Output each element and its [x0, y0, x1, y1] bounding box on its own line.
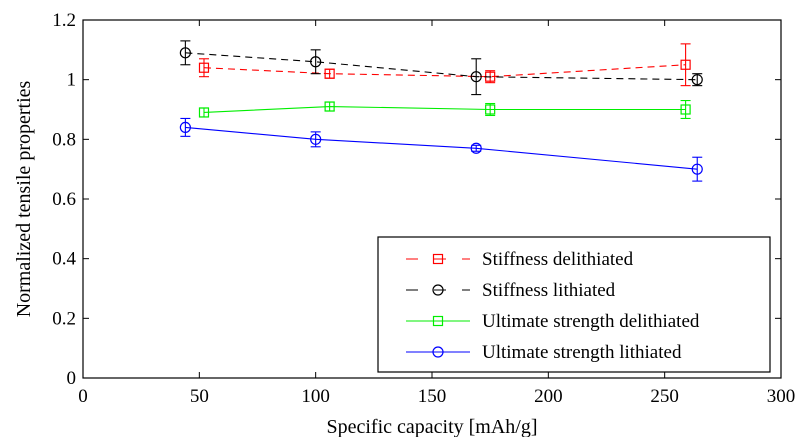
legend-entry: Stiffness delithiated: [406, 249, 634, 270]
data-point: [310, 133, 322, 145]
data-point: [470, 71, 482, 83]
y-tick-label: 0.4: [52, 249, 76, 270]
y-tick-label: 1: [67, 70, 77, 91]
series-1: [179, 40, 703, 96]
legend-label: Stiffness delithiated: [482, 249, 634, 270]
data-point: [691, 163, 703, 175]
series-0: [198, 43, 691, 87]
data-point: [680, 59, 691, 70]
legend-marker: [432, 284, 444, 296]
series-line: [185, 126, 698, 170]
legend-label: Ultimate strength lithiated: [482, 342, 682, 363]
x-tick-label: 0: [78, 386, 88, 407]
series-2: [198, 100, 691, 119]
series-3: [179, 117, 703, 182]
y-tick-label: 0.6: [52, 189, 76, 210]
x-tick-label: 50: [190, 386, 209, 407]
data-point: [198, 107, 210, 118]
legend-entry: Ultimate strength delithiated: [406, 311, 700, 332]
data-point: [691, 74, 703, 86]
legend-entry: Ultimate strength lithiated: [406, 342, 682, 363]
axes: 0 50 100 150 200 250 300 0 0.2 0.4 0.6 0.8 1 1.2: [52, 10, 795, 407]
y-tick-label: 0.2: [52, 308, 76, 329]
y-tick-label: 0.8: [52, 129, 76, 150]
legend-label: Ultimate strength delithiated: [482, 311, 700, 332]
plot-area: [179, 40, 703, 182]
x-tick-label: 300: [767, 386, 796, 407]
data-point: [470, 142, 482, 154]
x-tick-label: 100: [301, 386, 330, 407]
legend: Stiffness delithiated Stiffness lithiated…: [377, 236, 771, 373]
y-axis-label: Normalized tensile properties: [13, 80, 35, 317]
data-point: [485, 104, 496, 115]
x-tick-label: 250: [650, 386, 679, 407]
x-tick-label: 200: [534, 386, 563, 407]
data-point: [680, 104, 691, 115]
legend-marker: [432, 315, 444, 327]
data-point: [324, 68, 335, 79]
y-tick-label: 0: [67, 368, 77, 389]
x-axis-label: Specific capacity [mAh/g]: [326, 416, 537, 437]
x-tick-label: 150: [418, 386, 447, 407]
data-point: [179, 121, 191, 134]
legend-label: Stiffness lithiated: [482, 280, 616, 301]
legend-marker: [432, 346, 444, 358]
legend-marker: [432, 253, 444, 265]
data-point: [310, 56, 322, 68]
series-line: [203, 105, 686, 114]
legend-entry: Stiffness lithiated: [406, 280, 616, 301]
data-point: [198, 62, 210, 73]
data-point: [179, 47, 191, 59]
y-tick-label: 1.2: [52, 10, 76, 31]
series-line: [203, 64, 686, 78]
data-point: [324, 101, 335, 112]
series-line: [185, 52, 698, 81]
